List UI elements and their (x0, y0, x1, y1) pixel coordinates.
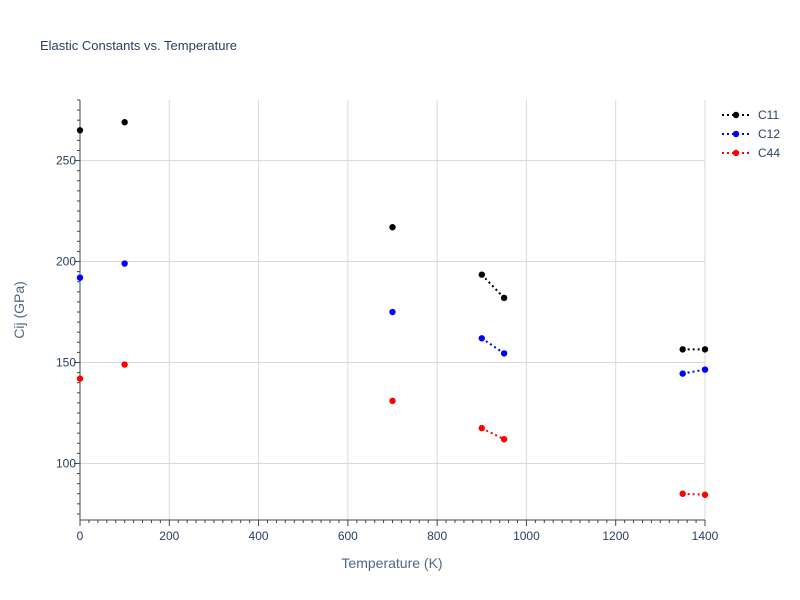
chart-title: Elastic Constants vs. Temperature (40, 38, 237, 53)
data-point (679, 370, 686, 377)
legend-marker (732, 149, 740, 157)
legend[interactable]: C11 C12 C44 (722, 108, 780, 160)
data-point (500, 350, 508, 357)
y-tick-label: 100 (56, 456, 76, 470)
x-tick-label: 0 (77, 529, 84, 543)
data-point (701, 491, 709, 498)
series-c11 (76, 119, 709, 353)
data-point (500, 294, 508, 302)
axes (74, 99, 706, 526)
series-line (481, 273, 505, 299)
series-c44 (76, 361, 709, 498)
x-tick-label: 400 (249, 529, 269, 543)
legend-marker (732, 130, 740, 138)
legend-label: C11 (758, 108, 779, 122)
data-point (389, 308, 396, 316)
data-point (76, 375, 84, 382)
data-point (500, 436, 508, 443)
legend-label: C44 (758, 146, 780, 160)
y-tick-label: 250 (56, 154, 76, 168)
data-point (389, 397, 396, 405)
series-line (682, 492, 706, 496)
series-layer (76, 119, 709, 498)
data-point (679, 346, 686, 353)
data-point (478, 271, 485, 278)
legend-label: C12 (758, 127, 780, 141)
x-tick-label: 1200 (602, 529, 629, 543)
legend-item-c12[interactable]: C12 (722, 127, 780, 141)
series-line (682, 368, 706, 375)
x-tick-label: 1000 (513, 529, 540, 543)
legend-marker (732, 111, 740, 119)
series-line (481, 337, 505, 355)
data-point (701, 366, 709, 373)
data-point (121, 260, 128, 267)
data-point (389, 224, 396, 231)
data-point (121, 119, 128, 126)
data-point (76, 274, 84, 281)
legend-item-c44[interactable]: C44 (722, 146, 780, 160)
grid-lines (80, 100, 706, 520)
y-tick-label: 150 (56, 356, 76, 370)
x-tick-label: 1400 (692, 529, 719, 543)
data-point (679, 490, 686, 497)
data-point (121, 361, 128, 368)
series-line (481, 427, 505, 441)
x-tick-label: 800 (427, 529, 447, 543)
y-axis-title: Cij (GPa) (11, 281, 27, 339)
tick-labels: 0 200 400 600 800 1000 1200 1400 100 150 200 250 (56, 154, 719, 543)
data-point (478, 335, 485, 342)
series-c12 (76, 260, 709, 377)
y-tick-label: 200 (56, 255, 76, 269)
x-tick-label: 200 (159, 529, 179, 543)
data-point (701, 346, 709, 353)
data-point (478, 424, 485, 432)
legend-item-c11[interactable]: C11 (722, 108, 779, 122)
x-axis-title: Temperature (K) (341, 555, 442, 571)
data-point (76, 127, 84, 134)
x-tick-label: 600 (338, 529, 358, 543)
